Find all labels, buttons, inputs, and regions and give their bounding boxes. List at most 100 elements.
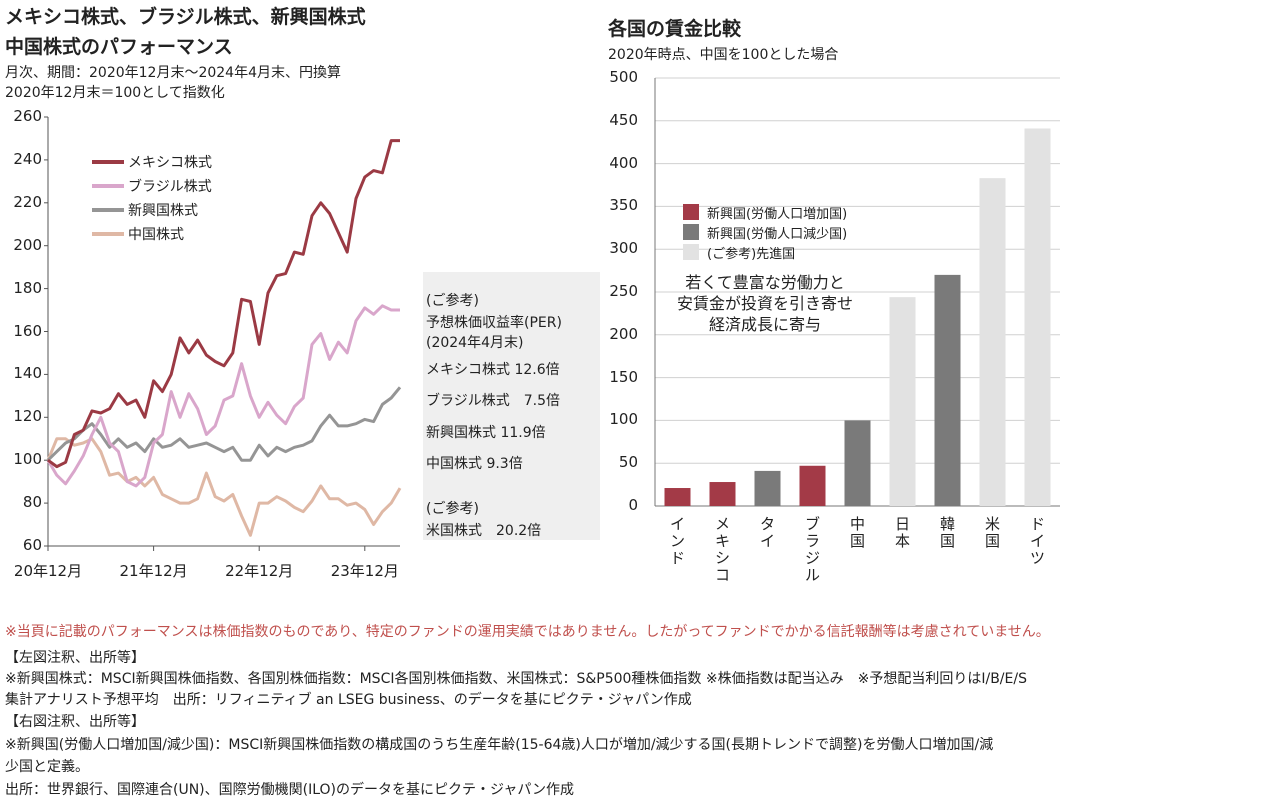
per-reference-box: (ご参考) 予想株価収益率(PER) (2024年4月末) メキシコ株式 12.… — [423, 272, 600, 540]
left-y-tick-label: 60 — [22, 536, 42, 554]
legend-swatch-developed — [683, 244, 699, 260]
right-y-tick-label: 400 — [609, 153, 638, 172]
left-legend: メキシコ株式 ブラジル株式 新興国株式 中国株式 — [92, 150, 212, 246]
bar-category-label: 米 国 — [984, 515, 1000, 550]
left-y-tick-label: 80 — [22, 493, 42, 512]
legend-item-china: 中国株式 — [92, 222, 212, 246]
legend-swatch-decrease — [683, 224, 699, 240]
left-notes-line2: 集計アナリスト予想平均 出所：リフィニティブ an LSEG business、… — [5, 692, 692, 708]
left-chart-subtitle-line2: 2020年12月末＝100として指数化 — [5, 85, 225, 101]
right-legend: 新興国(労働人口増加国) 新興国(労働人口減少国) (ご参考)先進国 — [683, 202, 847, 262]
bar-7 — [979, 178, 1006, 507]
left-y-tick-label: 240 — [13, 149, 42, 168]
legend-line-mexico — [92, 160, 124, 164]
per-mexico: メキシコ株式 12.6倍 — [426, 362, 560, 378]
left-y-tick-label: 220 — [13, 192, 42, 211]
legend-label-decrease: 新興国(労働人口減少国) — [707, 226, 848, 242]
right-y-tick-label: 100 — [609, 410, 638, 429]
legend-label-china: 中国株式 — [128, 227, 184, 243]
annotation-line-2: 安賃金が投資を引き寄せ — [676, 294, 853, 313]
left-y-tick-label: 140 — [13, 364, 42, 383]
bar-category-label: メ キ シ コ — [714, 515, 730, 584]
left-y-tick-label: 120 — [13, 407, 42, 426]
right-chart-title: 各国の賃金比較 — [608, 18, 742, 40]
per-em: 新興国株式 11.9倍 — [426, 425, 546, 441]
left-y-tick-label: 180 — [13, 278, 42, 297]
left-x-tick-label: 20年12月 — [13, 562, 83, 580]
right-notes-line2: 少国と定義。 — [5, 759, 89, 775]
legend-label-mexico: メキシコ株式 — [128, 155, 212, 171]
right-notes-line1: ※新興国(労働人口増加国/減少国)：MSCI新興国株価指数の構成国のうち生産年齢… — [5, 737, 994, 753]
bar-category-label: ブ ラ ジ ル — [804, 515, 820, 584]
legend-item-em: 新興国株式 — [92, 198, 212, 222]
bar-category-label: 韓 国 — [939, 515, 955, 550]
right-y-tick-label: 150 — [609, 367, 638, 386]
legend-label-brazil: ブラジル株式 — [128, 179, 212, 195]
legend-line-em — [92, 208, 124, 212]
bar-category-label: タ イ — [759, 515, 775, 550]
left-notes-heading: 【左図注釈、出所等】 — [5, 650, 145, 666]
left-x-tick-label: 22年12月 — [225, 562, 294, 580]
bar-category-label: 日 本 — [894, 515, 910, 550]
disclaimer-note: ※当頁に記載のパフォーマンスは株価指数のものであり、特定のファンドの運用実績では… — [5, 624, 1050, 640]
legend-item-decrease: 新興国(労働人口減少国) — [683, 222, 847, 242]
legend-line-china — [92, 232, 124, 236]
right-annotation: 若くて豊富な労働力と 安賃金が投資を引き寄せ 経済成長に寄与 — [655, 272, 875, 335]
left-chart-title-line2: 中国株式のパフォーマンス — [5, 36, 233, 58]
right-bar-chart — [654, 77, 1060, 507]
bar-4 — [844, 420, 871, 506]
legend-item-brazil: ブラジル株式 — [92, 174, 212, 198]
legend-label-developed: (ご参考)先進国 — [707, 246, 796, 262]
left-chart-subtitle-line1: 月次、期間：2020年12月末〜2024年4月末、円換算 — [5, 65, 341, 81]
series-line-china — [46, 437, 402, 537]
bar-2 — [754, 470, 781, 506]
bar-1 — [709, 482, 736, 506]
right-y-tick-label: 250 — [609, 282, 638, 300]
bar-6 — [934, 274, 961, 506]
series-line-mexico — [47, 139, 400, 469]
legend-item-mexico: メキシコ株式 — [92, 150, 212, 174]
series-line-em — [46, 386, 402, 462]
per-us: 米国株式 20.2倍 — [426, 523, 542, 539]
right-y-tick-label: 200 — [609, 324, 638, 343]
per-ref-label: (ご参考) — [426, 293, 479, 309]
legend-item-increase: 新興国(労働人口増加国) — [683, 202, 847, 222]
right-notes-heading: 【右図注釈、出所等】 — [5, 714, 145, 730]
bar-0 — [664, 488, 691, 506]
bar-3 — [799, 465, 826, 506]
legend-item-developed: (ご参考)先進国 — [683, 242, 847, 262]
left-y-tick-label: 260 — [13, 107, 42, 125]
left-chart-title-line1: メキシコ株式、ブラジル株式、新興国株式 — [5, 6, 366, 28]
left-y-tick-label: 100 — [13, 450, 42, 469]
legend-label-increase: 新興国(労働人口増加国) — [707, 206, 848, 222]
left-y-tick-label: 200 — [13, 235, 42, 254]
series-line-brazil — [46, 304, 400, 488]
right-y-tick-label: 0 — [628, 496, 638, 514]
left-x-tick-label: 21年12月 — [119, 562, 188, 580]
bar-category-label: イ ン ド — [669, 515, 685, 567]
annotation-line-3: 経済成長に寄与 — [708, 315, 821, 334]
right-y-tick-label: 500 — [609, 68, 638, 86]
per-brazil: ブラジル株式 7.5倍 — [426, 393, 560, 409]
left-y-tick-label: 160 — [13, 321, 42, 340]
right-y-tick-label: 350 — [609, 196, 638, 215]
legend-label-em: 新興国株式 — [128, 203, 198, 219]
right-y-tick-label: 450 — [609, 110, 638, 129]
per-date: (2024年4月末) — [426, 335, 524, 351]
right-y-tick-label: 50 — [618, 453, 638, 472]
right-notes-line3: 出所：世界銀行、国際連合(UN)、国際労働機関(ILO)のデータを基にピクテ・ジ… — [5, 782, 575, 798]
per-heading: 予想株価収益率(PER) — [426, 315, 562, 331]
per-china: 中国株式 9.3倍 — [426, 456, 523, 472]
legend-swatch-increase — [683, 204, 699, 220]
left-x-tick-label: 23年12月 — [330, 562, 399, 580]
left-line-chart — [44, 116, 402, 551]
bar-5 — [889, 297, 916, 506]
per-ref-label-2: (ご参考) — [426, 501, 479, 517]
bar-category-label: ド イ ツ — [1029, 515, 1045, 567]
right-chart-subtitle: 2020年時点、中国を100とした場合 — [608, 47, 839, 63]
left-notes-line1: ※新興国株式：MSCI新興国株価指数、各国別株価指数：MSCI各国別株価指数、米… — [5, 671, 1027, 687]
right-y-tick-label: 300 — [609, 239, 638, 258]
annotation-line-1: 若くて豊富な労働力と — [685, 273, 845, 292]
legend-line-brazil — [92, 184, 124, 188]
bar-8 — [1024, 128, 1051, 506]
